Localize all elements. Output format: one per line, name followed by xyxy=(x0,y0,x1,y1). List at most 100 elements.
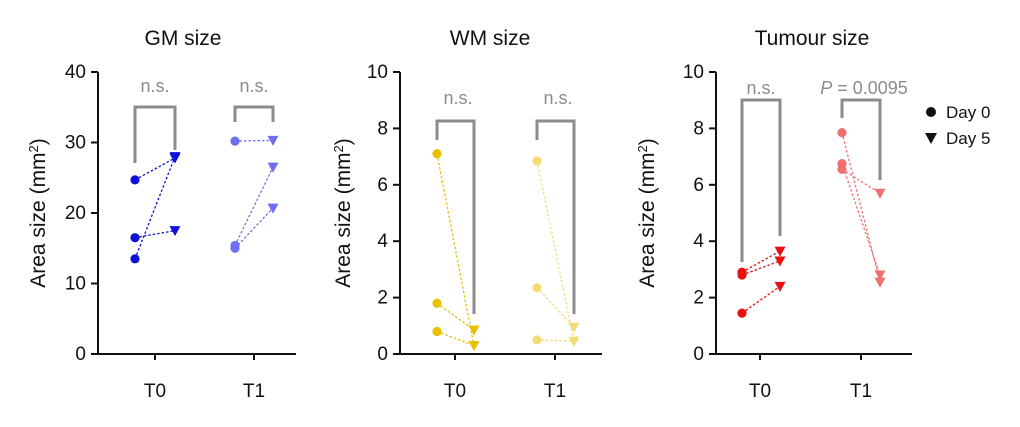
point-day5 xyxy=(169,152,181,163)
point-day5 xyxy=(568,336,580,347)
panel-title: WM size xyxy=(450,27,531,50)
point-day0 xyxy=(837,164,847,174)
significance-label: n.s. xyxy=(140,76,169,96)
panel-title: Tumour size xyxy=(755,27,870,50)
data-marks xyxy=(432,149,580,352)
point-day5 xyxy=(774,246,786,257)
y-tick-label: 8 xyxy=(693,118,704,139)
panel-title: GM size xyxy=(144,27,221,50)
significance-label: n.s. xyxy=(543,88,572,108)
x-tick-label: T0 xyxy=(144,381,166,402)
y-tick-label: 20 xyxy=(65,203,86,224)
y-axis-label: Area size (mm2) xyxy=(26,138,50,288)
legend-marker-day0 xyxy=(926,107,936,117)
point-day0 xyxy=(432,298,442,308)
y-tick-label: 6 xyxy=(693,175,704,196)
data-marks xyxy=(737,128,886,318)
significance-bracket xyxy=(740,98,782,262)
y-tick-label: 4 xyxy=(377,231,388,252)
y-tick-label: 10 xyxy=(367,62,388,83)
legend-label-day0: Day 0 xyxy=(946,103,990,122)
y-tick-label: 0 xyxy=(377,344,388,365)
y-tick-label: 0 xyxy=(693,344,704,365)
significance-bracket xyxy=(840,98,882,180)
pair-connector xyxy=(436,153,475,346)
point-day0 xyxy=(432,149,442,159)
panel-wm: WM size Area size (mm2) 0 2 4 6 8 10 T0 T1 n.… xyxy=(331,27,602,402)
y-tick-label: 2 xyxy=(377,288,388,309)
x-tick-label: T1 xyxy=(243,381,265,402)
y-axis-label: Area size (mm2) xyxy=(635,138,659,288)
pair-connector xyxy=(234,207,274,249)
point-day0 xyxy=(230,136,240,146)
panel-tumour: Tumour size Area size (mm2) 0 2 4 6 8 10 T0 T… xyxy=(635,27,912,402)
y-ticks: 0 2 4 6 8 10 xyxy=(683,62,716,365)
point-day0 xyxy=(130,233,140,243)
pair-connector xyxy=(741,250,781,273)
x-tick-label: T1 xyxy=(850,381,872,402)
pair-connector xyxy=(536,160,575,342)
x-tick-label: T0 xyxy=(749,381,771,402)
point-day5 xyxy=(267,203,279,214)
point-day0 xyxy=(130,175,140,185)
x-tick-label: T0 xyxy=(444,381,466,402)
point-day5 xyxy=(468,325,480,336)
point-day5 xyxy=(468,341,480,352)
y-tick-label: 40 xyxy=(65,62,86,83)
pair-connector xyxy=(536,287,575,328)
point-day0 xyxy=(532,283,542,293)
pair-connector xyxy=(134,157,176,181)
point-day0 xyxy=(837,128,847,138)
pair-connector xyxy=(841,132,881,283)
pair-connector xyxy=(741,285,781,314)
y-tick-label: 4 xyxy=(693,231,704,252)
pair-connector xyxy=(134,156,176,260)
point-day5 xyxy=(774,281,786,292)
pair-connector xyxy=(234,139,274,142)
pair-connector xyxy=(436,330,475,347)
point-day5 xyxy=(874,188,886,199)
point-day0 xyxy=(532,156,542,166)
significance-label: n.s. xyxy=(746,78,775,98)
pair-connector xyxy=(234,166,274,246)
significance-label: n.s. xyxy=(239,76,268,96)
point-day0 xyxy=(737,308,747,318)
legend-label-day5: Day 5 xyxy=(946,129,990,148)
y-tick-label: 2 xyxy=(693,288,704,309)
point-day0 xyxy=(432,326,442,337)
point-day5 xyxy=(267,162,279,173)
legend-marker-day5 xyxy=(925,133,937,144)
pair-connector xyxy=(841,163,881,276)
significance-bracket xyxy=(233,105,275,122)
point-day5 xyxy=(874,270,886,281)
point-day0 xyxy=(532,335,542,345)
point-day0 xyxy=(737,270,747,280)
point-day5 xyxy=(874,277,886,288)
point-day5 xyxy=(774,256,786,267)
pair-connector xyxy=(741,260,781,276)
y-ticks: 0 10 20 30 40 xyxy=(65,62,98,365)
y-tick-label: 10 xyxy=(683,62,704,83)
x-tick-label: T1 xyxy=(544,381,566,402)
point-day5 xyxy=(169,226,181,237)
point-day5 xyxy=(267,135,279,146)
point-day0 xyxy=(230,243,240,253)
y-ticks: 0 2 4 6 8 10 xyxy=(367,62,400,365)
significance-label: n.s. xyxy=(443,88,472,108)
significance-bracket xyxy=(535,119,576,314)
legend: Day 0 Day 5 xyxy=(925,103,990,148)
y-tick-label: 0 xyxy=(75,344,86,365)
y-axis-label: Area size (mm2) xyxy=(331,138,355,288)
pair-connector xyxy=(536,339,575,342)
y-tick-label: 6 xyxy=(377,175,388,196)
significance-bracket xyxy=(435,119,476,314)
data-marks xyxy=(130,135,279,264)
point-day0 xyxy=(130,254,140,264)
y-tick-label: 8 xyxy=(377,118,388,139)
y-tick-label: 30 xyxy=(65,133,86,154)
point-day5 xyxy=(568,322,580,333)
significance-bracket xyxy=(133,105,177,163)
y-tick-label: 10 xyxy=(65,274,86,295)
